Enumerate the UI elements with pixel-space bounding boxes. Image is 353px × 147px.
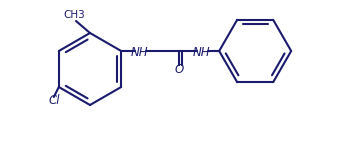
Text: CH3: CH3: [63, 10, 85, 20]
Text: NH: NH: [130, 46, 148, 59]
Text: NH: NH: [192, 46, 210, 59]
Text: Cl: Cl: [48, 95, 60, 107]
Text: O: O: [174, 62, 184, 76]
